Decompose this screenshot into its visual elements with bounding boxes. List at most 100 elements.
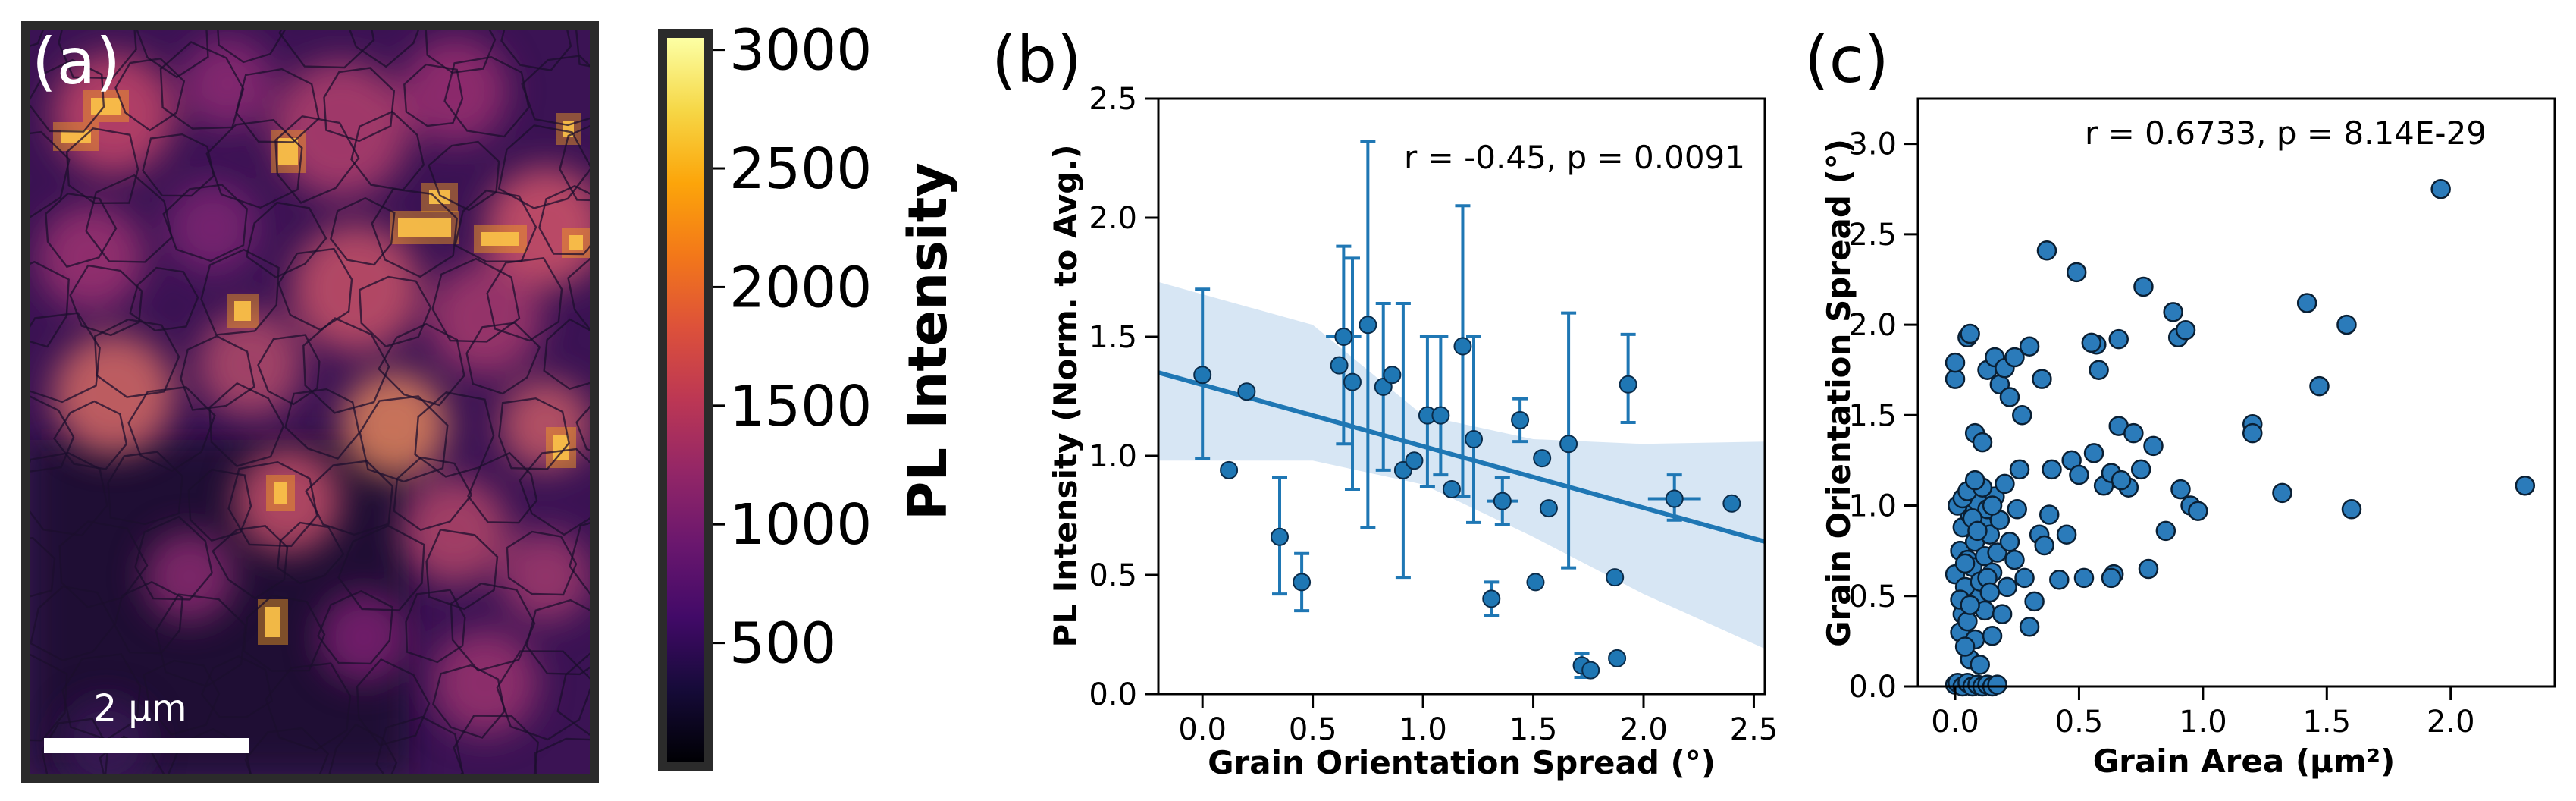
pl-hotspot <box>481 232 519 246</box>
grain-boundary <box>30 312 101 404</box>
regression-line-path <box>1158 370 1766 544</box>
colorbar <box>667 38 704 762</box>
x-tick-label: 0.0 <box>1178 712 1227 747</box>
pl-hotspot <box>234 301 251 321</box>
pl-hotspot <box>553 435 569 460</box>
grain-boundary <box>284 388 360 460</box>
pl-hotspot-halo <box>53 122 99 151</box>
x-axis-ticks: 0.0 0.5 1.0 1.5 2.0 2.5 <box>1178 694 1778 747</box>
data-point <box>2341 499 2362 520</box>
data-point <box>2009 459 2030 480</box>
grain-boundary <box>534 737 590 774</box>
grain-boundary <box>453 715 539 774</box>
grain-boundary <box>425 30 497 74</box>
y-tick-label: 0.0 <box>1848 670 1897 705</box>
data-point <box>1606 568 1625 587</box>
grain-boundary <box>127 386 216 473</box>
data-point <box>2056 524 2077 545</box>
grain-boundary <box>200 248 280 336</box>
data-point <box>2024 591 2045 612</box>
data-point <box>1982 625 2003 646</box>
panel-b-scatter: (b) 0.0 0.5 1.0 1.5 2.0 2.5 0.0 0.5 1.0 1.5 2.0 2.… <box>992 23 1778 781</box>
data-point <box>1405 451 1424 470</box>
data-point <box>1979 582 2001 603</box>
colorbar-tick-label: 2000 <box>729 255 872 320</box>
grain-boundary <box>330 196 396 266</box>
data-point <box>2004 347 2025 368</box>
data-point <box>2296 293 2317 313</box>
grain-boundary <box>425 528 499 611</box>
scale-bar-label: 2 µm <box>93 687 186 730</box>
x-tick-label: 1.0 <box>1399 712 1447 747</box>
data-point <box>2133 276 2154 297</box>
grain-boundary <box>278 30 375 69</box>
data-point <box>1559 435 1578 454</box>
data-point <box>2039 504 2060 525</box>
pl-blob <box>167 182 258 273</box>
data-point <box>1334 328 1353 346</box>
data-point <box>1964 470 1985 491</box>
data-point <box>1960 595 1980 615</box>
data-point <box>2034 535 2054 556</box>
data-point <box>1665 489 1684 508</box>
y-tick-label: 0.5 <box>1848 580 1897 614</box>
colorbar-tick-label: 2500 <box>729 137 872 202</box>
data-point <box>1359 316 1377 335</box>
grain-boundary <box>69 264 143 337</box>
y-tick-label: 2.5 <box>1848 218 1897 253</box>
data-point <box>1220 460 1239 479</box>
grain-boundary <box>30 30 44 47</box>
panel-label-a: (a) <box>32 24 121 99</box>
data-point <box>1442 479 1461 498</box>
data-point <box>1960 323 1980 344</box>
data-point <box>2130 459 2151 480</box>
x-tick-label: 1.0 <box>2179 705 2227 740</box>
data-point <box>2175 319 2196 341</box>
data-point <box>1330 356 1349 375</box>
pl-hotspot-halo <box>83 90 129 122</box>
pl-hotspot-halo <box>474 225 527 253</box>
data-point <box>2036 240 2057 261</box>
data-point <box>1453 337 1472 356</box>
grain-boundary <box>243 594 326 672</box>
grain-boundary <box>323 67 396 143</box>
colorbar-label: PL Intensity <box>897 162 959 520</box>
grain-boundary <box>114 58 186 132</box>
data-point <box>2081 332 2102 353</box>
grain-boundary <box>506 530 578 596</box>
grain-boundary <box>274 115 360 204</box>
grain-boundary <box>486 257 563 342</box>
data-point <box>2242 422 2263 444</box>
y-tick-label: 2.0 <box>1089 201 1137 236</box>
pl-blob <box>61 698 152 774</box>
grain-boundary <box>217 30 286 64</box>
data-point <box>2108 328 2129 350</box>
annotation-b: r = -0.45, p = 0.0091 <box>1404 139 1745 176</box>
grain-boundary <box>525 598 590 676</box>
grain-boundary <box>143 659 221 736</box>
grain-boundary <box>129 266 199 332</box>
data-point <box>2049 570 2070 590</box>
data-point <box>2336 314 2357 335</box>
grain-boundary <box>159 41 245 130</box>
data-point <box>2309 375 2330 397</box>
plot-frame-b <box>1157 97 1766 696</box>
grain-boundary <box>450 582 536 672</box>
grain-boundary <box>465 322 541 395</box>
data-point <box>2073 567 2095 589</box>
pl-blob <box>402 478 508 584</box>
grain-boundary <box>208 382 285 467</box>
y-tick-label: 1.0 <box>1848 489 1897 524</box>
x-tick-label: 0.0 <box>1931 705 1979 740</box>
grain-boundary <box>302 317 390 414</box>
grain-boundary <box>443 55 530 138</box>
grain-boundary <box>30 585 116 661</box>
pl-intensity-blobs <box>38 38 590 774</box>
pl-blob <box>38 205 144 311</box>
data-point <box>1954 636 1976 657</box>
data-point <box>2515 476 2536 496</box>
pl-hotspot <box>61 130 91 143</box>
grain-boundary <box>30 536 56 598</box>
pl-blob <box>318 592 409 683</box>
y-tick-label: 1.5 <box>1089 320 1137 355</box>
